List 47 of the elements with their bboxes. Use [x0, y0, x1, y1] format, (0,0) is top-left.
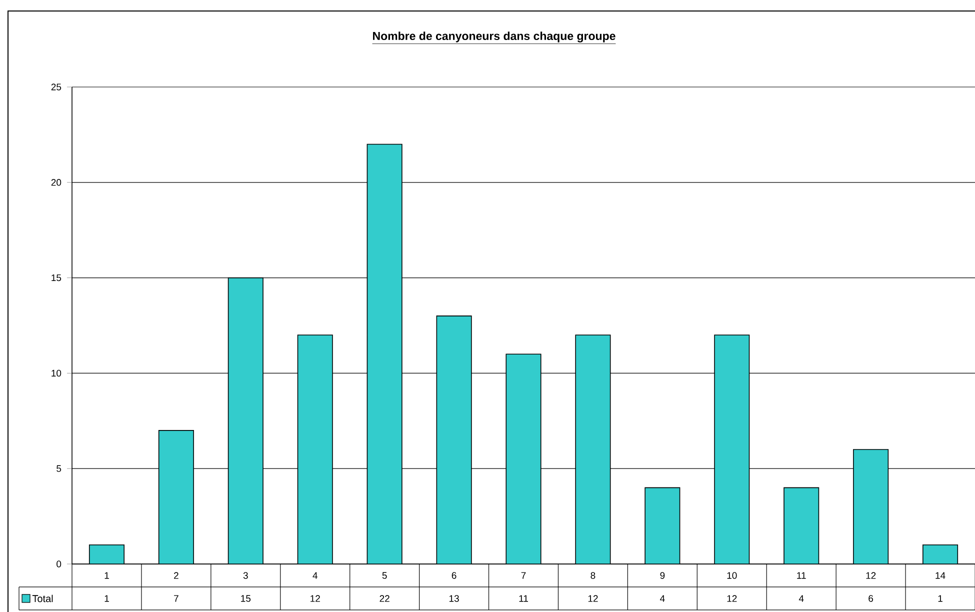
data-label: 12	[310, 595, 320, 602]
x-tick-label: 3	[243, 572, 248, 579]
x-tick-label: 12	[866, 572, 876, 579]
bar	[784, 488, 819, 564]
bar	[922, 544, 958, 564]
bar	[89, 544, 124, 564]
x-tick-label: 11	[797, 572, 806, 579]
bar	[576, 335, 610, 564]
y-tick-label: 25	[51, 84, 62, 90]
x-tick-label: 6	[452, 572, 456, 579]
x-tick-label: 8	[590, 572, 596, 579]
bar	[645, 488, 680, 564]
data-label: 12	[727, 595, 737, 602]
legend-label: Total	[32, 594, 53, 602]
bar	[158, 430, 194, 564]
bar	[228, 278, 264, 564]
data-label: 12	[588, 595, 598, 602]
y-tick-label: 15	[52, 274, 62, 282]
chart-title: Nombre de canyoneurs dans chaque groupe	[373, 32, 616, 42]
data-label: 11	[519, 595, 528, 602]
data-label: 13	[449, 595, 459, 602]
bar	[853, 450, 888, 564]
x-tick-label: 4	[312, 572, 318, 579]
x-tick-label: 2	[174, 572, 178, 579]
bar	[298, 335, 332, 564]
y-tick-label: 0	[56, 560, 62, 568]
bar	[367, 144, 402, 564]
x-tick-label: 9	[660, 572, 665, 579]
y-tick-label: 10	[52, 370, 62, 377]
x-tick-label: 7	[521, 572, 526, 579]
x-tick-label: 10	[727, 572, 737, 579]
bar	[714, 335, 750, 564]
data-label: 15	[241, 595, 251, 602]
data-label: 6	[868, 595, 874, 602]
data-label: 4	[660, 595, 665, 602]
data-label: 22	[380, 595, 390, 602]
x-tick-label: 1	[104, 572, 109, 579]
data-label: 1	[938, 595, 942, 602]
data-label: 1	[104, 595, 109, 602]
x-tick-label: 5	[382, 572, 387, 579]
bar	[506, 354, 541, 564]
data-label: 7	[174, 595, 178, 602]
y-tick-label: 5	[56, 465, 62, 472]
y-tick-label: 20	[51, 179, 62, 186]
data-label: 4	[798, 595, 804, 602]
x-tick-label: 14	[936, 572, 946, 579]
bar	[436, 316, 472, 564]
